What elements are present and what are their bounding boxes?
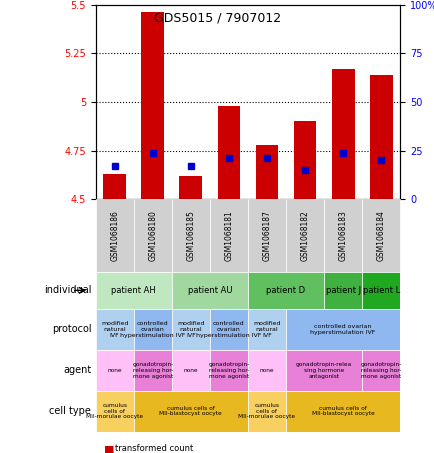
Bar	[286, 390, 399, 432]
FancyBboxPatch shape	[286, 199, 323, 272]
Text: cumulus
cells of
MII-morulae oocyte: cumulus cells of MII-morulae oocyte	[238, 403, 295, 419]
Text: none: none	[183, 368, 198, 373]
Bar	[95, 350, 134, 390]
Bar	[247, 390, 286, 432]
Text: gonadotropin-
releasing hor-
mone agonist: gonadotropin- releasing hor- mone agonis…	[360, 362, 401, 379]
FancyBboxPatch shape	[171, 199, 210, 272]
Text: ■: ■	[104, 445, 115, 453]
Text: modified
natural
IVF: modified natural IVF	[101, 321, 128, 337]
Text: controlled ovarian
hyperstimulation IVF: controlled ovarian hyperstimulation IVF	[310, 324, 375, 335]
Text: GSM1068181: GSM1068181	[224, 210, 233, 261]
Text: protocol: protocol	[52, 324, 91, 334]
Bar	[141, 12, 164, 199]
Text: GSM1068184: GSM1068184	[376, 210, 385, 261]
Bar	[134, 390, 247, 432]
Bar	[217, 106, 240, 199]
Text: gonadotropin-relea
sing hormone
antagonist: gonadotropin-relea sing hormone antagoni…	[295, 362, 352, 379]
Bar	[134, 309, 171, 350]
FancyBboxPatch shape	[247, 199, 286, 272]
Bar	[362, 272, 399, 309]
Bar	[95, 272, 171, 309]
Bar	[134, 350, 171, 390]
Text: cumulus
cells of
MII-morulae oocyte: cumulus cells of MII-morulae oocyte	[86, 403, 143, 419]
Text: agent: agent	[63, 365, 91, 375]
Bar	[323, 272, 362, 309]
Bar	[331, 69, 354, 199]
FancyBboxPatch shape	[323, 199, 362, 272]
Text: patient AH: patient AH	[111, 286, 156, 295]
Text: controlled
ovarian
hyperstimulation IVF: controlled ovarian hyperstimulation IVF	[120, 321, 185, 337]
Text: none: none	[259, 368, 274, 373]
Bar	[171, 350, 210, 390]
Text: none: none	[107, 368, 122, 373]
FancyBboxPatch shape	[362, 199, 399, 272]
Text: GSM1068180: GSM1068180	[148, 210, 157, 261]
Bar	[247, 309, 286, 350]
FancyBboxPatch shape	[210, 199, 247, 272]
Text: GSM1068185: GSM1068185	[186, 210, 195, 261]
Bar	[171, 272, 247, 309]
Text: cumulus cells of
MII-blastocyst oocyte: cumulus cells of MII-blastocyst oocyte	[311, 406, 374, 416]
Text: gonadotropin-
releasing hor-
mone agonist: gonadotropin- releasing hor- mone agonis…	[132, 362, 173, 379]
Text: transformed count: transformed count	[115, 444, 193, 453]
Bar	[210, 309, 247, 350]
Bar	[179, 176, 202, 199]
Text: GDS5015 / 7907012: GDS5015 / 7907012	[154, 11, 280, 24]
Bar	[247, 272, 323, 309]
FancyBboxPatch shape	[95, 199, 134, 272]
Text: patient D: patient D	[266, 286, 305, 295]
FancyBboxPatch shape	[134, 199, 171, 272]
Text: GSM1068182: GSM1068182	[300, 210, 309, 261]
Bar	[293, 121, 316, 199]
Bar	[103, 174, 126, 199]
Bar	[95, 390, 134, 432]
Text: GSM1068186: GSM1068186	[110, 210, 119, 261]
Bar	[255, 145, 278, 199]
Text: patient AU: patient AU	[187, 286, 232, 295]
Bar	[95, 309, 134, 350]
Text: cumulus cells of
MII-blastocyst oocyte: cumulus cells of MII-blastocyst oocyte	[159, 406, 222, 416]
Text: patient J: patient J	[325, 286, 360, 295]
Bar	[362, 350, 399, 390]
Text: individual: individual	[44, 285, 91, 295]
Bar	[286, 350, 362, 390]
Bar	[171, 309, 210, 350]
Bar	[210, 350, 247, 390]
Text: cell type: cell type	[49, 406, 91, 416]
Text: controlled
ovarian
hyperstimulation IVF: controlled ovarian hyperstimulation IVF	[196, 321, 261, 337]
Text: modified
natural
IVF: modified natural IVF	[253, 321, 280, 337]
Bar	[247, 350, 286, 390]
Bar	[369, 75, 392, 199]
Text: gonadotropin-
releasing hor-
mone agonist: gonadotropin- releasing hor- mone agonis…	[208, 362, 249, 379]
Text: GSM1068187: GSM1068187	[262, 210, 271, 261]
Text: modified
natural
IVF: modified natural IVF	[177, 321, 204, 337]
Bar	[286, 309, 399, 350]
Text: patient L: patient L	[362, 286, 399, 295]
Text: GSM1068183: GSM1068183	[338, 210, 347, 261]
